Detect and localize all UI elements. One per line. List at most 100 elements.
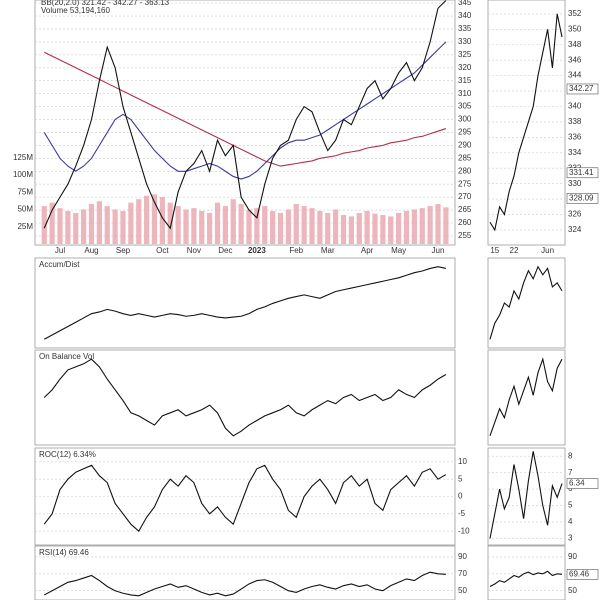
volume-bar <box>214 202 221 244</box>
volume-bar <box>293 204 299 244</box>
y-tick-label: 5 <box>458 474 463 483</box>
value-box-label: 328.09 <box>569 194 594 203</box>
y-tick-label: 334 <box>568 148 582 157</box>
volume-bar <box>396 212 402 244</box>
x-tick-label: Apr <box>361 246 374 255</box>
volume-bar <box>262 206 268 244</box>
panel-frame <box>487 0 566 246</box>
y-tick-label: 352 <box>568 9 582 18</box>
y-tick-label: 290 <box>458 141 472 150</box>
series-line <box>43 571 446 597</box>
volume-bar <box>254 208 260 244</box>
panel-frame <box>487 545 566 600</box>
y-tick-label: 350 <box>568 24 582 33</box>
y-tick-label: 8 <box>568 451 573 460</box>
volume-bar <box>411 209 417 244</box>
series-line <box>43 41 447 180</box>
volume-bar <box>151 194 158 244</box>
y2-tick-label: 25M <box>17 222 33 231</box>
value-box <box>566 193 599 204</box>
volume-bar <box>120 210 126 244</box>
y-tick-label: 330 <box>568 179 582 188</box>
x-tick-label: Jun <box>541 246 554 255</box>
volume-bar <box>207 212 213 244</box>
volume-bar <box>128 202 134 244</box>
y-tick-label: 270 <box>458 192 472 201</box>
volume-bar <box>175 206 181 244</box>
y-tick-label: 315 <box>458 76 472 85</box>
y2-tick-label: 125M <box>13 153 33 162</box>
volume-bar <box>348 216 354 244</box>
y-tick-label: 295 <box>458 128 472 137</box>
y-tick-label: 338 <box>568 117 582 126</box>
y-tick-label: 4 <box>568 517 573 526</box>
panel-frame <box>34 349 456 446</box>
volume-bar <box>73 212 79 244</box>
y-tick-label: 70 <box>458 569 467 578</box>
x-tick-label: 2023 <box>248 246 266 255</box>
volume-bar <box>96 201 102 244</box>
volume-bar <box>380 215 386 244</box>
volume-bar <box>65 210 71 244</box>
y-tick-label: 265 <box>458 205 472 214</box>
volume-bar <box>57 208 63 244</box>
y-tick-label: 280 <box>458 166 472 175</box>
series-line <box>489 357 563 436</box>
volume-bar <box>191 208 197 244</box>
volume-bar <box>81 209 87 244</box>
volume-bar <box>317 210 323 244</box>
volume-bar <box>88 204 95 244</box>
y-tick-label: 275 <box>458 179 472 188</box>
volume-bar <box>167 202 173 244</box>
y-tick-label: 340 <box>568 102 582 111</box>
volume-bar <box>277 212 284 244</box>
x-tick-label: Sep <box>116 246 131 255</box>
y-tick-label: 340 <box>458 11 472 20</box>
y-tick-label: 346 <box>568 55 582 64</box>
y-tick-label: 324 <box>568 225 582 234</box>
panel-frame <box>34 545 456 600</box>
volume-bar <box>333 209 339 244</box>
panel-frame <box>487 257 566 349</box>
volume-bar <box>238 204 244 244</box>
value-box <box>566 568 599 580</box>
volume-bar <box>159 197 165 244</box>
x-tick-label: Mar <box>321 246 335 255</box>
value-box-label: 342.27 <box>569 84 594 93</box>
x-tick-label: Jun <box>432 246 445 255</box>
y-tick-label: 255 <box>458 231 472 240</box>
y-tick-label: 348 <box>568 40 582 49</box>
y2-tick-label: 100M <box>13 170 33 179</box>
value-box <box>566 83 599 95</box>
y-tick-label: 344 <box>568 71 582 80</box>
volume-bar <box>230 199 236 244</box>
panel-title: On Balance Vol <box>39 352 94 361</box>
volume-bar <box>49 202 55 244</box>
y-tick-label: 325 <box>458 50 472 59</box>
panel-frame <box>34 257 456 349</box>
y-tick-label: 330 <box>458 37 472 46</box>
y-tick-label: -10 <box>458 526 470 535</box>
series-line <box>489 265 563 340</box>
x-tick-label: Nov <box>187 246 201 255</box>
x-tick-label: Oct <box>156 246 169 255</box>
y-tick-label: 90 <box>568 552 577 561</box>
volume-bar <box>356 212 362 244</box>
x-tick-label: Aug <box>84 246 98 255</box>
x-tick-label: Feb <box>289 246 303 255</box>
y-tick-label: 310 <box>458 89 472 98</box>
panel-frame <box>487 447 566 546</box>
value-box <box>566 478 599 489</box>
series-line <box>43 464 447 532</box>
volume-bar <box>388 216 394 244</box>
volume-bar <box>112 209 118 244</box>
y-tick-label: 335 <box>458 24 472 33</box>
y-tick-label: 345 <box>458 0 472 7</box>
x-tick-label: Dec <box>218 246 232 255</box>
x-tick-label: May <box>391 246 406 255</box>
y-tick-label: 326 <box>568 210 582 219</box>
value-box-label: 69.46 <box>569 569 590 578</box>
y-tick-label: 90 <box>458 552 467 561</box>
y-tick-label: 260 <box>458 218 472 227</box>
